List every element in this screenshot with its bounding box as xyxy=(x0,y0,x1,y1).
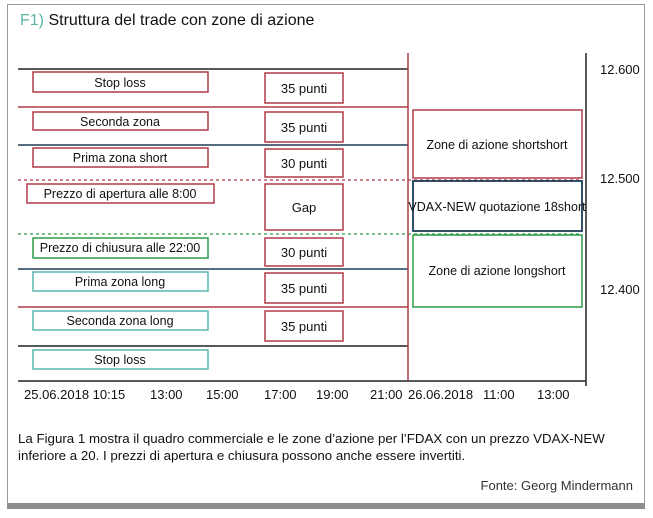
x-tick-label: 13:00 xyxy=(537,387,570,402)
zone-label-text: Prima zona short xyxy=(73,151,168,165)
gap-box: Gap xyxy=(264,183,344,231)
points-box-text: 35 punti xyxy=(281,81,327,96)
points-box: 35 punti xyxy=(264,310,344,342)
x-axis: 25.06.2018 10:15 13:00 15:00 17:00 19:00… xyxy=(18,380,586,402)
zone-label-text: Prima zona long xyxy=(75,275,165,289)
right-box-text: Zone di azione longshort xyxy=(429,264,566,278)
y-tick-label: 12.400 xyxy=(600,282,640,297)
zone-label-text: Prezzo di chiusura alle 22:00 xyxy=(40,241,201,255)
zone-label-prima-zona-short: Prima zona short xyxy=(32,147,209,168)
zone-label-apertura: Prezzo di apertura alle 8:00 xyxy=(26,183,215,204)
y-tick-label: 12.600 xyxy=(600,62,640,77)
x-tick-label: 19:00 xyxy=(316,387,349,402)
zone-lines xyxy=(18,53,587,386)
zone-label-text: Seconda zona xyxy=(80,115,160,129)
zone-label-text: Stop loss xyxy=(94,76,145,90)
points-box: 30 punti xyxy=(264,237,344,267)
x-tick-label: 25.06.2018 10:15 xyxy=(24,387,125,402)
zone-label-chiusura: Prezzo di chiusura alle 22:00 xyxy=(32,237,209,259)
point-boxes: 35 punti 35 punti 30 punti Gap 30 punti … xyxy=(264,72,344,342)
zone-label-text: Stop loss xyxy=(94,353,145,367)
points-box: 35 punti xyxy=(264,72,344,104)
right-boxes: Zone di azione shortshort VDAX-NEW quota… xyxy=(408,109,586,308)
points-box-text: 35 punti xyxy=(281,319,327,334)
zone-label-seconda-zona-long: Seconda zona long xyxy=(32,310,209,331)
points-box-text: 35 punti xyxy=(281,120,327,135)
figure-caption: La Figura 1 mostra il quadro commerciale… xyxy=(18,431,605,463)
points-box-text: 30 punti xyxy=(281,156,327,171)
y-tick-label: 12.500 xyxy=(600,171,640,186)
short-action-zone-box: Zone di azione shortshort xyxy=(412,109,583,179)
y-axis: 12.600 12.500 12.400 xyxy=(600,62,640,297)
right-box-text: VDAX-NEW quotazione 18short xyxy=(408,200,586,214)
x-tick-label: 17:00 xyxy=(264,387,297,402)
zone-label-text: Seconda zona long xyxy=(66,314,173,328)
zone-label-stop-loss-top: Stop loss xyxy=(32,71,209,93)
x-tick-label: 13:00 xyxy=(150,387,183,402)
x-tick-label: 15:00 xyxy=(206,387,239,402)
bottom-bar xyxy=(7,503,645,509)
x-tick-label: 11:00 xyxy=(483,387,515,402)
figure-title: F1) Struttura del trade con zone di azio… xyxy=(20,12,314,30)
zone-label-prima-zona-long: Prima zona long xyxy=(32,271,209,292)
points-box: 35 punti xyxy=(264,272,344,304)
points-box-text: 30 punti xyxy=(281,245,327,260)
zone-label-seconda-zona: Seconda zona xyxy=(32,111,209,131)
figure-title-text: Struttura del trade con zone di azione xyxy=(48,12,315,29)
right-box-text: Zone di azione shortshort xyxy=(426,138,568,152)
x-tick-label: 26.06.2018 xyxy=(408,387,473,402)
points-box-text: 35 punti xyxy=(281,281,327,296)
points-box: 30 punti xyxy=(264,148,344,178)
zone-label-stop-loss-bottom: Stop loss xyxy=(32,349,209,370)
zone-label-text: Prezzo di apertura alle 8:00 xyxy=(44,187,197,201)
figure-source: Fonte: Georg Mindermann xyxy=(480,478,633,493)
gap-box-text: Gap xyxy=(292,200,317,215)
points-box: 35 punti xyxy=(264,111,344,143)
zone-labels: Stop loss Seconda zona Prima zona short … xyxy=(26,71,215,370)
long-action-zone-box: Zone di azione longshort xyxy=(412,234,583,308)
figure-number: F1) xyxy=(20,12,44,29)
x-tick-label: 21:00 xyxy=(370,387,403,402)
vdax-quote-box: VDAX-NEW quotazione 18short xyxy=(408,180,586,232)
